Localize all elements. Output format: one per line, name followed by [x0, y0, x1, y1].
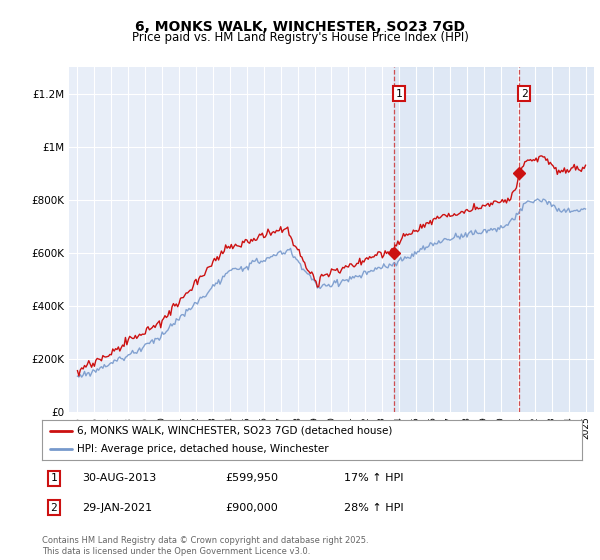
Text: 17% ↑ HPI: 17% ↑ HPI: [344, 473, 404, 483]
Text: 29-JAN-2021: 29-JAN-2021: [83, 503, 152, 513]
Text: Price paid vs. HM Land Registry's House Price Index (HPI): Price paid vs. HM Land Registry's House …: [131, 31, 469, 44]
Text: 1: 1: [395, 88, 402, 99]
Text: £900,000: £900,000: [226, 503, 278, 513]
Text: £599,950: £599,950: [226, 473, 278, 483]
Text: 30-AUG-2013: 30-AUG-2013: [83, 473, 157, 483]
Text: 2: 2: [521, 88, 527, 99]
Text: 2: 2: [50, 503, 57, 513]
Text: 6, MONKS WALK, WINCHESTER, SO23 7GD (detached house): 6, MONKS WALK, WINCHESTER, SO23 7GD (det…: [77, 426, 392, 436]
Text: 6, MONKS WALK, WINCHESTER, SO23 7GD: 6, MONKS WALK, WINCHESTER, SO23 7GD: [135, 20, 465, 34]
Text: HPI: Average price, detached house, Winchester: HPI: Average price, detached house, Winc…: [77, 445, 329, 454]
Text: 28% ↑ HPI: 28% ↑ HPI: [344, 503, 404, 513]
Text: Contains HM Land Registry data © Crown copyright and database right 2025.
This d: Contains HM Land Registry data © Crown c…: [42, 536, 368, 556]
Bar: [394, 67, 600, 412]
Text: 1: 1: [50, 473, 57, 483]
